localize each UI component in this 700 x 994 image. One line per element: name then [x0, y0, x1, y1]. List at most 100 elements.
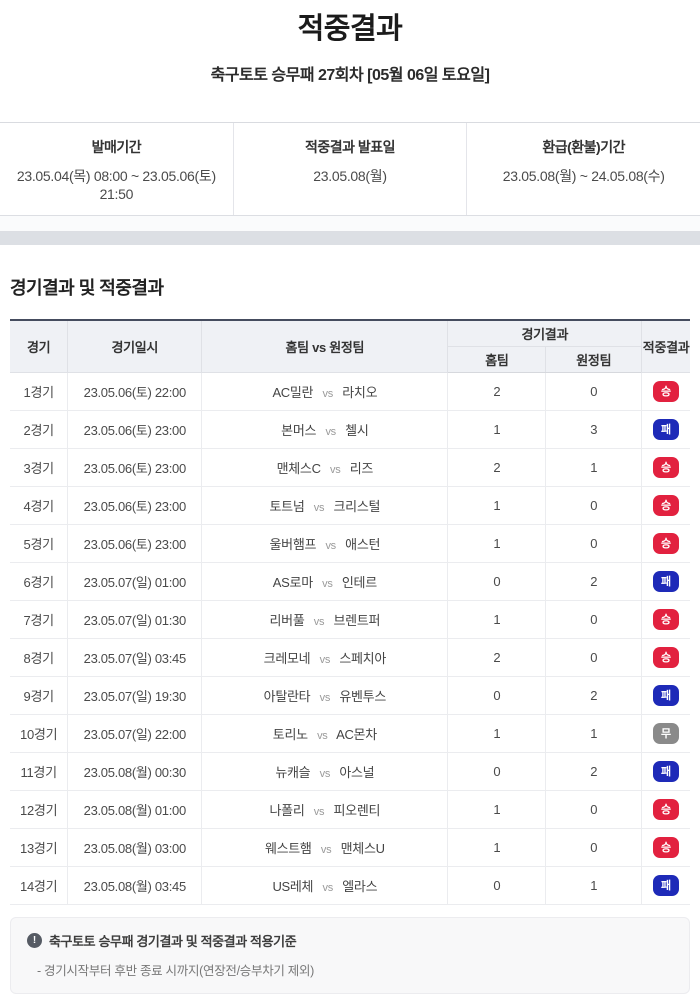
- match-datetime: 23.05.08(월) 03:00: [67, 827, 203, 867]
- match-datetime: 23.05.07(일) 01:00: [67, 561, 203, 601]
- away-team-name: AC몬차: [336, 726, 377, 742]
- home-team-name: US레체: [272, 878, 314, 894]
- match-teams: 뉴캐슬 vs 아스널: [201, 751, 449, 791]
- hit-result-cell: 무: [641, 713, 690, 753]
- info-col-sale-period: 발매기간 23.05.04(목) 08:00 ~ 23.05.06(토) 21:…: [0, 123, 233, 215]
- home-score: 2: [447, 637, 547, 677]
- col-header-datetime: 경기일시: [67, 320, 203, 373]
- away-score: 0: [545, 599, 643, 639]
- hit-result-cell: 패: [641, 561, 690, 601]
- match-number: 10경기: [10, 713, 69, 753]
- table-row: 8경기 23.05.07(일) 03:45 크레모네 vs 스페치아 2 0 승: [10, 637, 690, 677]
- table-row: 9경기 23.05.07(일) 19:30 아탈란타 vs 유벤투스 0 2 패: [10, 675, 690, 715]
- away-team-name: 리즈: [349, 460, 374, 476]
- col-header-teams: 홈팀 vs 원정팀: [201, 320, 449, 373]
- match-number: 13경기: [10, 827, 69, 867]
- away-team-name: 애스턴: [345, 536, 381, 552]
- away-team-name: 브렌트퍼: [333, 612, 381, 628]
- away-score: 1: [545, 447, 643, 487]
- results-table-body: 1경기 23.05.06(토) 22:00 AC밀란 vs 라치오 2 0 승 …: [10, 371, 690, 905]
- match-datetime: 23.05.06(토) 23:00: [67, 447, 203, 487]
- hit-result-badge: 승: [653, 494, 680, 516]
- away-team-name: 맨체스U: [340, 840, 385, 856]
- home-score: 1: [447, 789, 547, 829]
- table-row: 4경기 23.05.06(토) 23:00 토트넘 vs 크리스털 1 0 승: [10, 485, 690, 525]
- hit-result-badge: 승: [653, 380, 680, 402]
- away-score: 0: [545, 523, 643, 563]
- vs-label: vs: [322, 881, 334, 894]
- match-number: 6경기: [10, 561, 69, 601]
- match-teams: 웨스트햄 vs 맨체스U: [201, 827, 449, 867]
- info-footer-strip: [0, 215, 700, 232]
- match-teams: 아탈란타 vs 유벤투스: [201, 675, 449, 715]
- hit-result-cell: 승: [641, 789, 690, 829]
- hit-result-badge: 승: [653, 456, 680, 478]
- home-score: 1: [447, 523, 547, 563]
- col-header-away: 원정팀: [545, 346, 642, 373]
- hit-result-cell: 패: [641, 865, 690, 905]
- hit-result-badge: 승: [653, 532, 680, 554]
- away-team-name: 크리스털: [333, 498, 381, 514]
- match-number: 1경기: [10, 371, 69, 411]
- match-number: 12경기: [10, 789, 69, 829]
- match-teams: US레체 vs 엘라스: [201, 865, 449, 905]
- match-teams: 토트넘 vs 크리스털: [201, 485, 449, 525]
- table-row: 3경기 23.05.06(토) 23:00 맨체스C vs 리즈 2 1 승: [10, 447, 690, 487]
- home-team-name: 토트넘: [269, 498, 305, 514]
- match-number: 11경기: [10, 751, 69, 791]
- away-team-name: 엘라스: [342, 878, 378, 894]
- info-value: 23.05.08(월) ~ 24.05.08(수): [502, 168, 665, 184]
- match-teams: 리버풀 vs 브렌트퍼: [201, 599, 449, 639]
- vs-label: vs: [319, 653, 331, 666]
- match-teams: AC밀란 vs 라치오: [201, 371, 449, 411]
- hit-result-badge: 승: [653, 608, 680, 630]
- hit-result-cell: 패: [641, 751, 690, 791]
- results-section-title: 경기결과 및 적중결과: [10, 278, 164, 298]
- away-score: 0: [545, 789, 643, 829]
- home-team-name: AC밀란: [272, 384, 314, 400]
- info-label: 발매기간: [91, 139, 142, 155]
- match-number: 7경기: [10, 599, 69, 639]
- away-score: 2: [545, 675, 643, 715]
- match-number: 14경기: [10, 865, 69, 905]
- match-teams: 본머스 vs 첼시: [201, 409, 449, 449]
- match-datetime: 23.05.06(토) 23:00: [67, 523, 203, 563]
- table-row: 13경기 23.05.08(월) 03:00 웨스트햄 vs 맨체스U 1 0 …: [10, 827, 690, 867]
- hit-result-cell: 패: [641, 409, 690, 449]
- match-number: 4경기: [10, 485, 69, 525]
- home-team-name: 아탈란타: [263, 688, 311, 704]
- vs-label: vs: [325, 539, 336, 552]
- home-score: 0: [447, 675, 547, 715]
- vs-label: vs: [320, 843, 332, 856]
- match-datetime: 23.05.07(일) 01:30: [67, 599, 203, 639]
- vs-label: vs: [313, 615, 325, 628]
- page-title: 적중결과: [297, 13, 403, 45]
- match-teams: 나폴리 vs 피오렌티: [201, 789, 449, 829]
- hit-result-badge: 패: [653, 874, 680, 896]
- results-table: 경기 경기일시 홈팀 vs 원정팀 경기결과 적중결과 홈팀 원정팀 1경기 2…: [10, 319, 690, 905]
- home-team-name: 웨스트햄: [264, 840, 312, 856]
- match-datetime: 23.05.07(일) 03:45: [67, 637, 203, 677]
- match-number: 2경기: [10, 409, 69, 449]
- match-datetime: 23.05.07(일) 19:30: [67, 675, 203, 715]
- away-team-name: 스페치아: [339, 650, 386, 666]
- home-team-name: 리버풀: [269, 612, 305, 628]
- away-score: 2: [545, 561, 643, 601]
- match-datetime: 23.05.08(월) 00:30: [67, 751, 203, 791]
- away-score: 3: [545, 409, 643, 449]
- table-row: 12경기 23.05.08(월) 01:00 나폴리 vs 피오렌티 1 0 승: [10, 789, 690, 829]
- away-team-name: 첼시: [345, 422, 369, 438]
- home-score: 2: [447, 447, 547, 487]
- notice-item: - 경기시작부터 후반 종료 시까지(연장전/승부차기 제외): [37, 963, 315, 978]
- table-row: 6경기 23.05.07(일) 01:00 AS로마 vs 인테르 0 2 패: [10, 561, 690, 601]
- match-teams: 맨체스C vs 리즈: [201, 447, 449, 487]
- exclamation-circle-icon: !: [27, 932, 42, 948]
- hit-result-cell: 승: [641, 599, 690, 639]
- info-col-announce-date: 적중결과 발표일 23.05.08(월): [232, 123, 467, 215]
- away-team-name: 라치오: [342, 384, 378, 400]
- home-score: 2: [447, 371, 547, 411]
- hit-result-cell: 승: [641, 523, 690, 563]
- vs-label: vs: [322, 387, 334, 400]
- match-datetime: 23.05.08(월) 01:00: [67, 789, 203, 829]
- home-score: 0: [447, 561, 547, 601]
